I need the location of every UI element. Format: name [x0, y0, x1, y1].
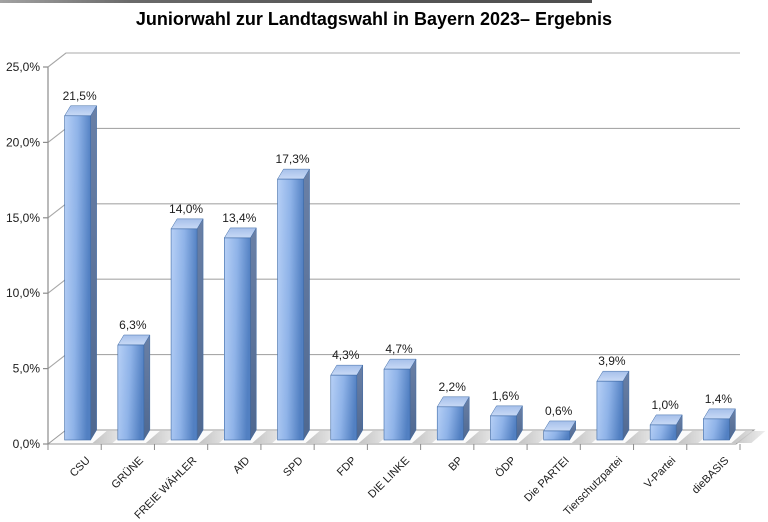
- category-label: CSU: [68, 455, 93, 480]
- bar: 4,3%: [330, 348, 364, 441]
- bar: 21,5%: [63, 89, 98, 441]
- bar: 4,7%: [383, 342, 417, 441]
- value-label: 14,0%: [169, 202, 203, 216]
- bar-front-face: [224, 237, 251, 441]
- bar-front-face: [703, 418, 730, 441]
- gridline: [47, 127, 740, 143]
- bar-side-face: [90, 104, 97, 441]
- gridline: [47, 203, 740, 219]
- top-border-line: [0, 0, 592, 3]
- value-label: 21,5%: [63, 89, 97, 103]
- category-label: FDP: [335, 455, 359, 479]
- bar: 0,6%: [543, 404, 577, 441]
- bar-front-face: [170, 228, 198, 441]
- bar-side-face: [356, 364, 364, 441]
- bar-front-face: [64, 115, 91, 441]
- bar-front-face: [277, 178, 304, 441]
- bar-side-face: [409, 358, 417, 441]
- category-label: AfD: [231, 455, 252, 476]
- value-label: 3,9%: [598, 354, 626, 368]
- value-label: 13,4%: [222, 211, 256, 225]
- bar: 1,6%: [490, 389, 523, 441]
- gridline: [47, 278, 740, 294]
- bar: 6,3%: [117, 318, 151, 441]
- gridline: [47, 52, 740, 68]
- chart-title: Juniorwahl zur Landtagswahl in Bayern 20…: [135, 9, 613, 29]
- y-tick-label: 10,0%: [6, 286, 40, 300]
- value-label: 0,6%: [545, 404, 573, 418]
- value-label: 1,4%: [705, 392, 733, 406]
- category-label: BP: [446, 455, 465, 474]
- bar-front-face: [649, 424, 677, 441]
- category-label: GRÜNE: [109, 455, 146, 492]
- bar: 1,4%: [702, 392, 736, 441]
- bar-front-face: [596, 380, 624, 441]
- y-tick-label: 15,0%: [6, 211, 40, 225]
- bar-front-face: [383, 368, 411, 441]
- bar: 1,0%: [649, 398, 683, 441]
- category-label: DIE LINKE: [366, 455, 412, 501]
- bar-front-face: [543, 430, 570, 441]
- category-label: dieBASIS: [690, 455, 732, 497]
- value-label: 1,0%: [651, 398, 679, 412]
- value-label: 1,6%: [492, 389, 520, 403]
- bar: 13,4%: [222, 211, 257, 441]
- bar-side-face: [622, 370, 630, 441]
- bar-front-face: [117, 344, 145, 441]
- bar-shadow: [731, 431, 766, 443]
- bar-side-face: [196, 217, 204, 441]
- bar: 17,3%: [276, 152, 310, 441]
- bar: 2,2%: [436, 380, 470, 441]
- bar-side-face: [303, 168, 310, 441]
- bar-front-face: [436, 406, 464, 441]
- value-label: 2,2%: [439, 380, 467, 394]
- category-label: ÖDP: [493, 455, 518, 480]
- y-tick-label: 20,0%: [6, 135, 40, 149]
- value-label: 4,3%: [332, 348, 360, 362]
- category-label: Tierschutzpartei: [562, 455, 626, 519]
- category-label: SPD: [281, 455, 306, 480]
- value-label: 4,7%: [385, 342, 413, 356]
- bar: 14,0%: [169, 202, 204, 441]
- y-tick-label: 0,0%: [13, 437, 41, 451]
- bar-side-face: [250, 227, 257, 441]
- bar-front-face: [330, 374, 358, 441]
- bar-side-face: [143, 334, 151, 441]
- axis-depth-edge: [47, 52, 67, 68]
- y-tick-label: 5,0%: [13, 362, 41, 376]
- bar-front-face: [490, 415, 517, 441]
- bar: 3,9%: [596, 354, 630, 441]
- value-label: 6,3%: [119, 318, 147, 332]
- value-label: 17,3%: [276, 152, 310, 166]
- y-tick-label: 25,0%: [6, 60, 40, 74]
- category-label: Die PARTEI: [522, 455, 572, 505]
- category-label: V-Partei: [642, 455, 678, 491]
